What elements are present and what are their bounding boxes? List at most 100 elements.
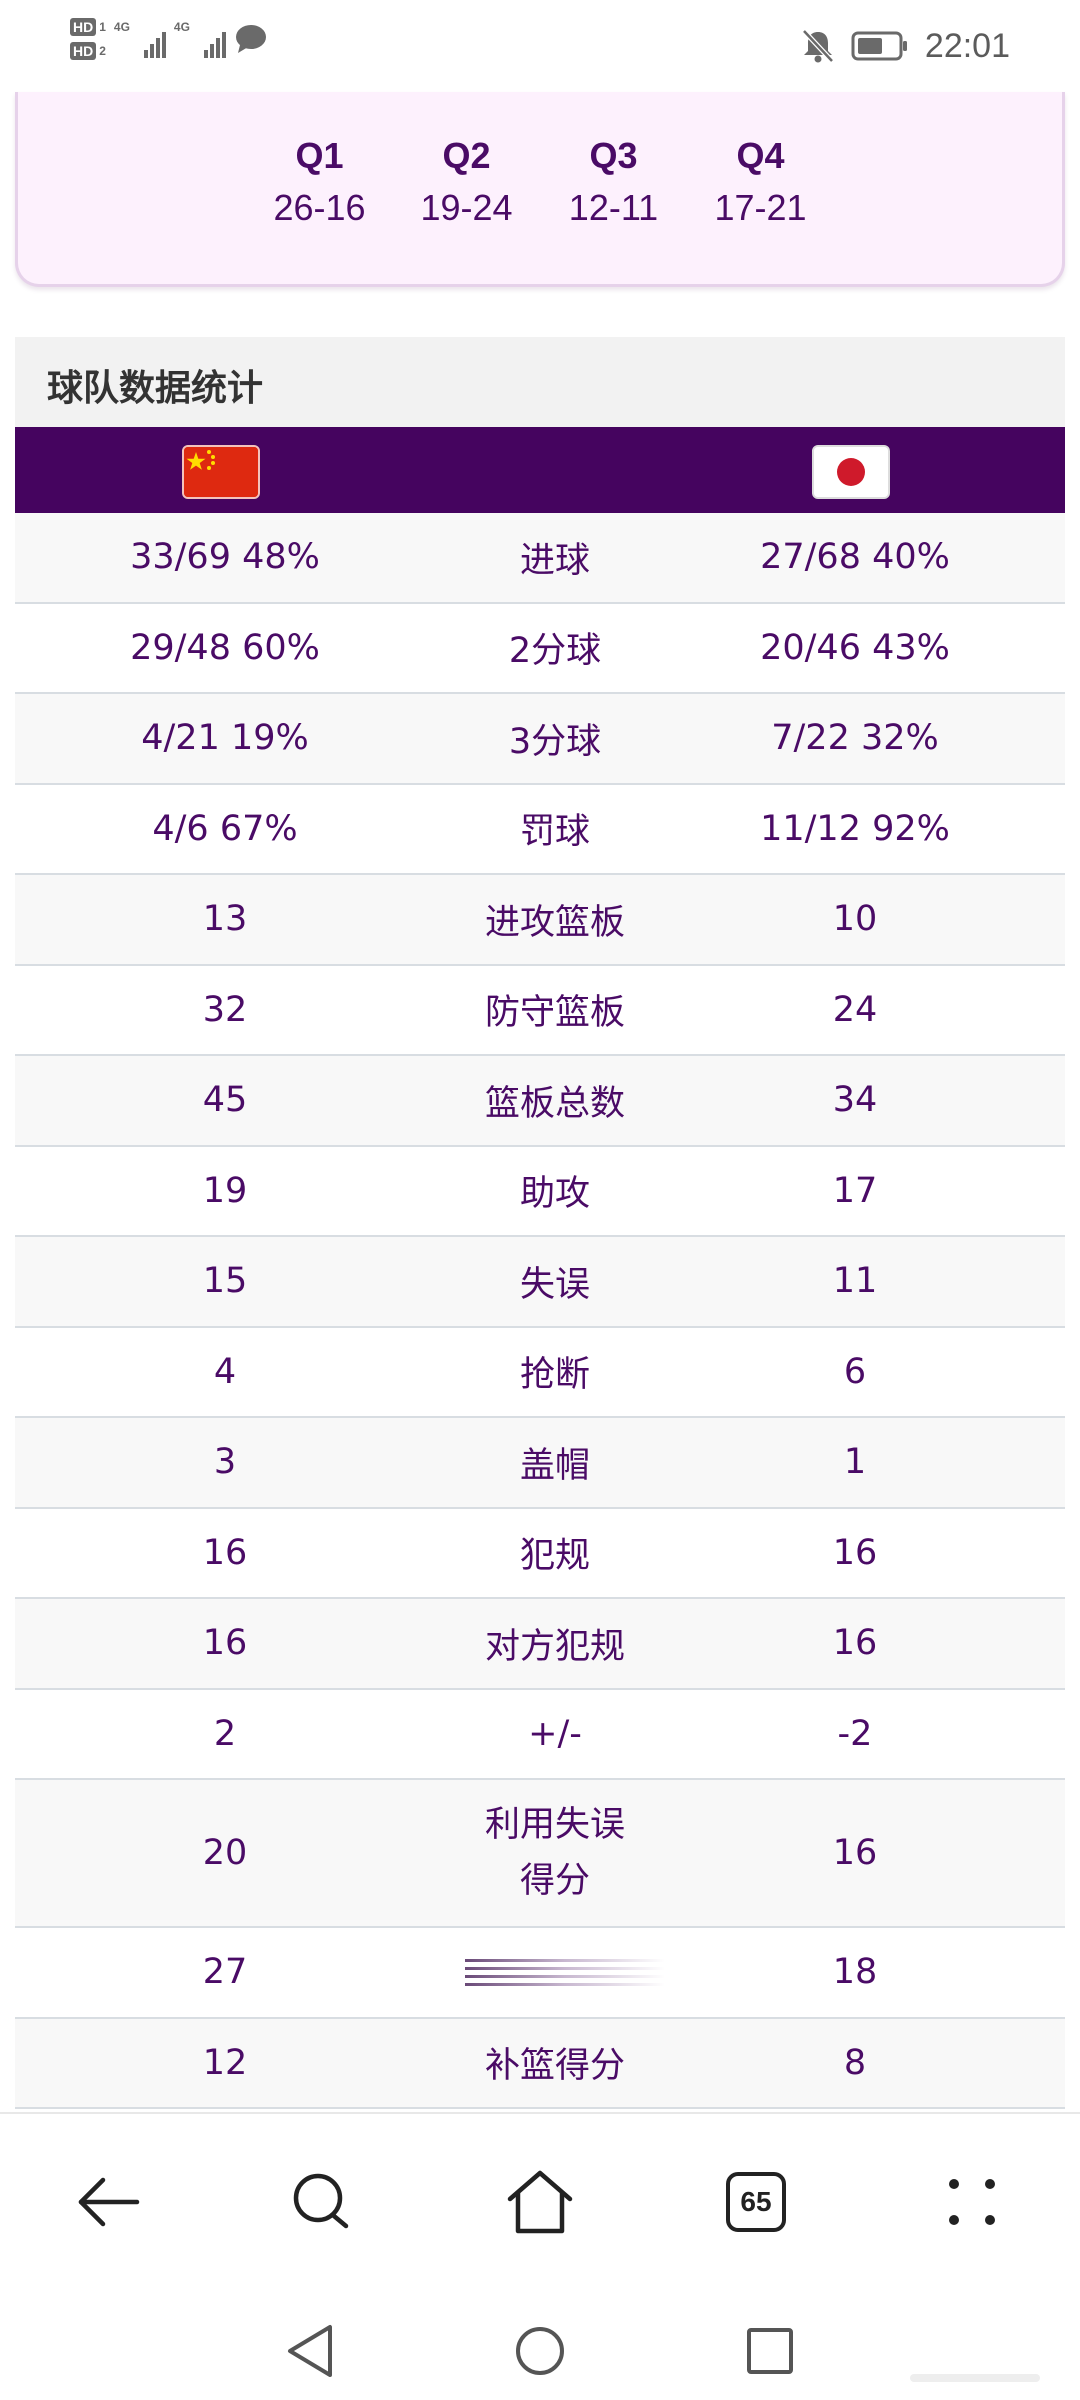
quarter-4: Q4 17-21	[687, 134, 834, 234]
stat-label: 2分球	[508, 631, 602, 672]
china-value: 16	[202, 1532, 248, 1573]
quarter-list: Q1 26-16 Q2 19-24 Q3 12-11 Q4 17-21	[18, 134, 1062, 234]
stat-label: 抢断	[519, 1355, 590, 1396]
quarter-score: 26-16	[273, 187, 366, 228]
quarter-3: Q3 12-11	[540, 134, 687, 234]
japan-value: 20/46 43%	[760, 627, 950, 668]
signal-icon-2: 4G	[174, 20, 226, 58]
nav-recents-icon[interactable]	[735, 2316, 805, 2386]
sim-indicators: HD 1 HD 2	[70, 18, 106, 60]
china-flag-icon	[182, 445, 260, 499]
sim1-index: 1	[99, 20, 106, 34]
gesture-handle[interactable]	[910, 2374, 1040, 2382]
clock: 22:01	[924, 26, 1010, 65]
stat-row-steals: 4 抢断 6	[15, 1328, 1065, 1418]
quarter-score: 12-11	[568, 187, 659, 228]
status-bar: HD 1 HD 2 4G 4G	[0, 0, 1080, 92]
stat-row-two-pointers: 29/48 60% 2分球 20/46 43%	[15, 604, 1065, 694]
china-value: 33/69 48%	[130, 537, 320, 578]
stat-label: 防守篮板	[484, 993, 625, 1034]
tabs-icon[interactable]: 65	[716, 2162, 796, 2242]
quarter-label: Q2	[442, 135, 491, 176]
stat-row-turnovers: 15 失误 11	[15, 1237, 1065, 1328]
nav-back-icon[interactable]	[275, 2316, 345, 2386]
stat-label: 篮板总数	[484, 1083, 625, 1124]
stat-row-plus-minus: 2 +/- -2	[15, 1690, 1065, 1780]
home-icon[interactable]	[500, 2162, 580, 2242]
china-value: 4	[213, 1351, 237, 1392]
stat-row-blocks: 3 盖帽 1	[15, 1418, 1065, 1509]
back-icon[interactable]	[68, 2162, 148, 2242]
japan-value: 7/22 32%	[771, 718, 939, 759]
stat-label: 对方犯规	[484, 1626, 625, 1667]
quarter-label: Q4	[736, 135, 785, 176]
stat-row-field-goals: 33/69 48% 进球 27/68 40%	[15, 513, 1065, 604]
tab-count: 65	[726, 2172, 786, 2232]
quarter-scores-card: Q1 26-16 Q2 19-24 Q3 12-11 Q4 17-21	[15, 92, 1065, 287]
stat-row-total-rebounds: 45 篮板总数 34	[15, 1056, 1065, 1147]
team-flags-row	[15, 427, 1065, 513]
china-value: 32	[202, 989, 248, 1030]
japan-value: 16	[832, 1833, 878, 1873]
sim2-index: 2	[99, 44, 106, 58]
obscured-label	[465, 1954, 665, 1990]
china-value: 4/21 19%	[141, 718, 309, 759]
quarter-score: 19-24	[420, 187, 513, 228]
stat-row-free-throws: 4/6 67% 罚球 11/12 92%	[15, 785, 1065, 875]
quarter-label: Q1	[295, 135, 344, 176]
japan-value: 16	[832, 1623, 878, 1664]
china-value: 29/48 60%	[130, 627, 320, 668]
browser-toolbar: 65	[0, 2112, 1080, 2292]
china-value: 27	[202, 1952, 248, 1993]
system-nav-bar	[0, 2292, 1080, 2400]
japan-value: -2	[837, 1713, 873, 1754]
japan-value: 1	[843, 1442, 867, 1483]
japan-value: 34	[832, 1080, 878, 1121]
sim2-badge: HD 2	[70, 42, 106, 60]
china-value: 45	[202, 1080, 248, 1121]
china-value: 19	[202, 1170, 248, 1211]
team-stats-header: 球队数据统计	[15, 337, 1065, 427]
stat-row-putback-points: 12 补篮得分 8	[15, 2018, 1065, 2109]
quarter-2: Q2 19-24	[393, 134, 540, 234]
stat-row-assists: 19 助攻 17	[15, 1147, 1065, 1237]
stat-label: 罚球	[519, 812, 590, 853]
stat-label: 补篮得分	[484, 2046, 625, 2087]
nav-home-icon[interactable]	[505, 2316, 575, 2386]
quarter-score: 17-21	[714, 187, 807, 228]
japan-value: 24	[832, 989, 878, 1030]
search-icon[interactable]	[282, 2162, 362, 2242]
japan-value: 27/68 40%	[760, 537, 950, 578]
stat-row-three-pointers: 4/21 19% 3分球 7/22 32%	[15, 694, 1065, 785]
stat-label-line2: 得分	[519, 1861, 590, 1901]
china-value: 2	[213, 1713, 237, 1754]
japan-value: 10	[832, 899, 878, 940]
japan-value: 18	[832, 1952, 878, 1993]
signal-icon: 4G	[114, 20, 166, 58]
message-icon	[235, 25, 266, 53]
sim1-hd-label: HD	[70, 18, 97, 36]
quarter-1: Q1 26-16	[246, 134, 393, 234]
stat-row-obscured: 27 18	[15, 1928, 1065, 2019]
team-stats-table: 33/69 48% 进球 27/68 40% 29/48 60% 2分球 20/…	[15, 513, 1065, 2109]
stat-label: 利用失误 得分	[415, 1797, 695, 1909]
stat-row-defensive-rebounds: 32 防守篮板 24	[15, 966, 1065, 1056]
network1-label: 4G	[113, 20, 130, 34]
status-right: 22:01	[801, 18, 1010, 74]
sim1-badge: HD 1	[70, 18, 106, 36]
japan-value: 11/12 92%	[760, 808, 950, 849]
china-value: 13	[202, 899, 248, 940]
stat-row-fouls: 16 犯规 16	[15, 1509, 1065, 1599]
stat-label: 进攻篮板	[484, 902, 625, 943]
japan-flag-icon	[812, 445, 890, 499]
more-icon[interactable]	[932, 2162, 1012, 2242]
china-value: 4/6 67%	[152, 808, 298, 849]
china-value: 20	[202, 1833, 248, 1873]
china-value: 3	[213, 1442, 237, 1483]
section-title: 球队数据统计	[47, 368, 264, 409]
japan-value: 6	[843, 1351, 867, 1392]
mute-icon	[802, 29, 834, 63]
sim2-hd-label: HD	[70, 42, 97, 60]
japan-value: 17	[832, 1170, 878, 1211]
japan-value: 16	[832, 1532, 878, 1573]
